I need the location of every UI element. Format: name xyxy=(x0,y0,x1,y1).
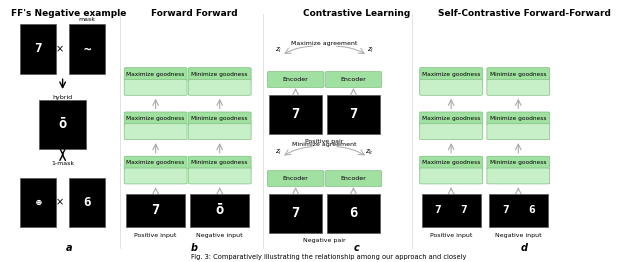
Text: Minimize agreement: Minimize agreement xyxy=(292,142,356,147)
Text: Maximize goodness: Maximize goodness xyxy=(127,72,185,77)
Text: 7: 7 xyxy=(291,107,300,121)
FancyBboxPatch shape xyxy=(420,124,483,140)
Bar xyxy=(126,194,185,227)
Text: 7: 7 xyxy=(291,206,300,220)
Text: Encoder: Encoder xyxy=(283,77,308,82)
Text: Contrastive Learning: Contrastive Learning xyxy=(303,8,410,18)
FancyBboxPatch shape xyxy=(188,168,251,184)
Text: 7: 7 xyxy=(152,204,160,217)
Text: Negative pair: Negative pair xyxy=(303,238,346,243)
Text: Minimize goodness: Minimize goodness xyxy=(490,160,547,165)
Text: Forward Forward: Forward Forward xyxy=(151,8,238,18)
Bar xyxy=(20,178,56,227)
Text: $z_i$: $z_i$ xyxy=(275,46,282,56)
Text: ×: × xyxy=(56,198,64,208)
Text: Minimize goodness: Minimize goodness xyxy=(191,160,248,165)
Bar xyxy=(327,194,380,233)
FancyBboxPatch shape xyxy=(487,112,550,125)
FancyBboxPatch shape xyxy=(420,79,483,95)
Text: Positive input: Positive input xyxy=(430,233,472,238)
FancyBboxPatch shape xyxy=(420,68,483,81)
Text: 7: 7 xyxy=(461,205,467,215)
FancyBboxPatch shape xyxy=(124,168,187,184)
Text: 6: 6 xyxy=(349,206,358,220)
FancyBboxPatch shape xyxy=(487,68,550,81)
Text: Maximize agreement: Maximize agreement xyxy=(291,41,358,46)
Text: Encoder: Encoder xyxy=(340,77,366,82)
FancyBboxPatch shape xyxy=(188,156,251,170)
FancyBboxPatch shape xyxy=(487,79,550,95)
Text: ō: ō xyxy=(58,117,67,132)
Text: ~: ~ xyxy=(83,42,91,55)
Bar xyxy=(269,95,322,134)
Text: 7: 7 xyxy=(349,107,358,121)
Text: Maximize goodness: Maximize goodness xyxy=(422,116,480,121)
Text: Negative input: Negative input xyxy=(196,233,243,238)
Text: mask: mask xyxy=(78,17,95,21)
Text: Encoder: Encoder xyxy=(283,176,308,181)
FancyBboxPatch shape xyxy=(487,156,550,170)
Bar xyxy=(69,178,105,227)
FancyBboxPatch shape xyxy=(420,112,483,125)
Text: ×: × xyxy=(56,44,64,54)
Text: 7: 7 xyxy=(435,205,442,215)
Text: c: c xyxy=(353,243,359,253)
Text: Minimize goodness: Minimize goodness xyxy=(191,116,248,121)
Bar xyxy=(327,95,380,134)
FancyBboxPatch shape xyxy=(420,168,483,184)
FancyBboxPatch shape xyxy=(420,156,483,170)
Text: Minimize goodness: Minimize goodness xyxy=(490,116,547,121)
FancyBboxPatch shape xyxy=(124,68,187,81)
Text: Positive pair: Positive pair xyxy=(305,139,344,144)
FancyBboxPatch shape xyxy=(487,168,550,184)
Text: 7: 7 xyxy=(502,205,509,215)
Text: b: b xyxy=(191,243,198,253)
Text: 6: 6 xyxy=(83,196,91,209)
Text: $z_i$: $z_i$ xyxy=(275,148,282,157)
Text: d: d xyxy=(521,243,528,253)
FancyBboxPatch shape xyxy=(124,156,187,170)
Text: Maximize goodness: Maximize goodness xyxy=(127,160,185,165)
Text: Maximize goodness: Maximize goodness xyxy=(422,72,480,77)
Text: Negative input: Negative input xyxy=(495,233,541,238)
Text: Positive input: Positive input xyxy=(134,233,177,238)
FancyBboxPatch shape xyxy=(188,68,251,81)
FancyBboxPatch shape xyxy=(487,124,550,140)
FancyBboxPatch shape xyxy=(124,79,187,95)
Bar xyxy=(489,194,548,227)
Text: 1-mask: 1-mask xyxy=(51,161,74,166)
FancyBboxPatch shape xyxy=(268,171,324,187)
FancyBboxPatch shape xyxy=(188,112,251,125)
Text: ☻: ☻ xyxy=(35,198,42,208)
Text: Self-Contrastive Forward-Forward: Self-Contrastive Forward-Forward xyxy=(438,8,611,18)
Bar xyxy=(69,24,105,74)
Bar xyxy=(39,100,86,149)
FancyBboxPatch shape xyxy=(325,72,381,88)
FancyBboxPatch shape xyxy=(268,72,324,88)
FancyBboxPatch shape xyxy=(188,124,251,140)
FancyBboxPatch shape xyxy=(124,112,187,125)
Text: Minimize goodness: Minimize goodness xyxy=(490,72,547,77)
Text: 7: 7 xyxy=(35,42,42,55)
Text: Fig. 3: Comparatively illustrating the relationship among our approach and close: Fig. 3: Comparatively illustrating the r… xyxy=(191,254,466,260)
Bar xyxy=(422,194,481,227)
Text: ō: ō xyxy=(216,204,224,217)
Bar xyxy=(20,24,56,74)
Bar xyxy=(269,194,322,233)
Text: FF's Negative example: FF's Negative example xyxy=(11,8,127,18)
Text: Maximize goodness: Maximize goodness xyxy=(422,160,480,165)
Text: $z_k$: $z_k$ xyxy=(365,148,374,157)
Text: Maximize goodness: Maximize goodness xyxy=(127,116,185,121)
Bar xyxy=(190,194,249,227)
FancyBboxPatch shape xyxy=(188,79,251,95)
Text: Minimize goodness: Minimize goodness xyxy=(191,72,248,77)
FancyBboxPatch shape xyxy=(124,124,187,140)
Text: $z_l$: $z_l$ xyxy=(367,46,374,56)
Text: a: a xyxy=(65,243,72,253)
Text: 6: 6 xyxy=(528,205,534,215)
Text: hybrid: hybrid xyxy=(52,95,73,100)
FancyBboxPatch shape xyxy=(325,171,381,187)
Text: Encoder: Encoder xyxy=(340,176,366,181)
